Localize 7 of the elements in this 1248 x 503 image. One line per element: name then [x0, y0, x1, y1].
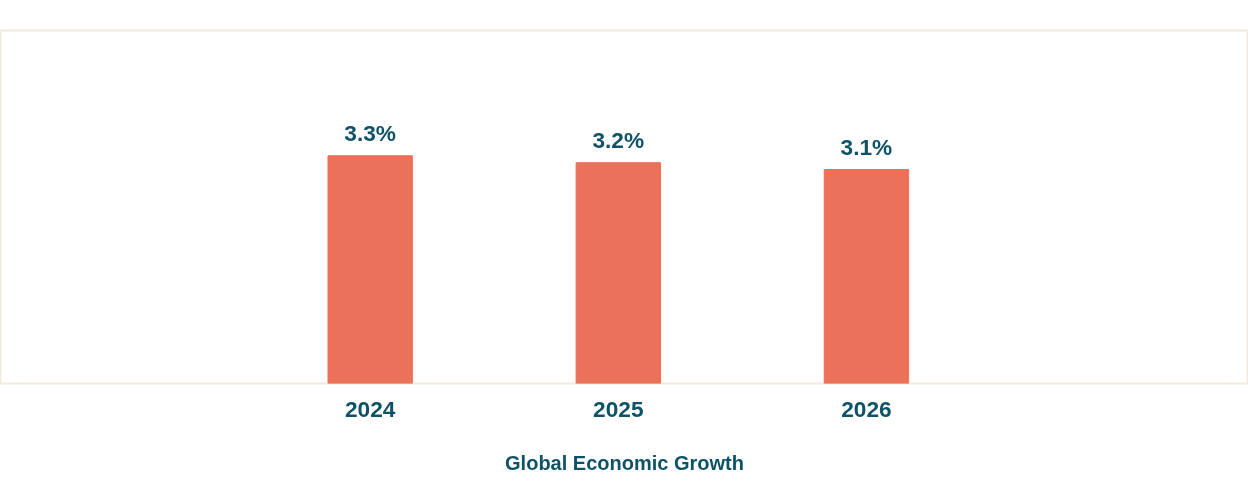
x-tick-label: 2026 — [841, 395, 892, 422]
text: Global Economic Growth — [505, 451, 744, 474]
data-label: 3.1% — [840, 133, 893, 160]
data-label: 3.2% — [592, 126, 645, 153]
x-tick-label: 2024 — [344, 395, 396, 422]
x-tick-label: 2025 — [593, 395, 644, 422]
data-label: 3.3% — [344, 119, 397, 146]
